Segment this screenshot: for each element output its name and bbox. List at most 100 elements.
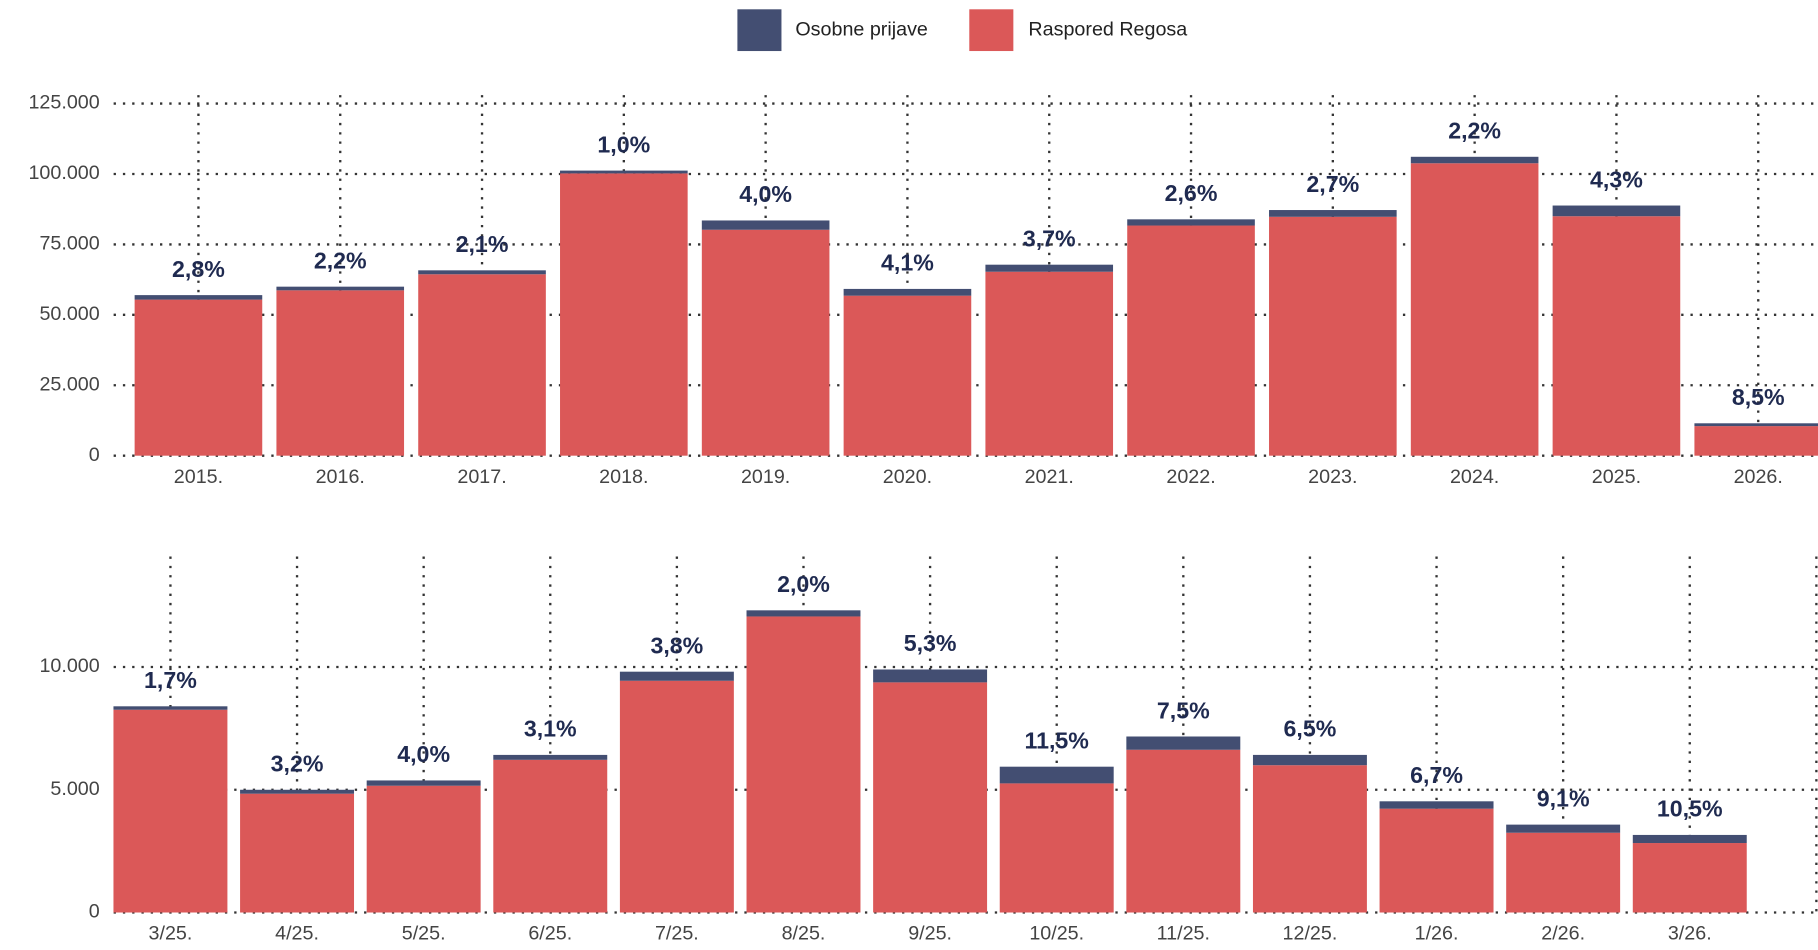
x-tick-label: 12/25. bbox=[1283, 923, 1338, 945]
x-tick-label: 3/26. bbox=[1668, 923, 1712, 945]
y-tick-label: 100.000 bbox=[28, 162, 99, 184]
bar-segment bbox=[1126, 736, 1241, 750]
y-tick-label: 75.000 bbox=[39, 233, 99, 255]
percent-label: 4,1% bbox=[881, 250, 934, 276]
bar-segment bbox=[1127, 219, 1255, 226]
x-tick-label: 11/25. bbox=[1157, 923, 1210, 945]
percent-label: 2,1% bbox=[456, 231, 509, 257]
bar-segment bbox=[366, 785, 481, 913]
bar-segment bbox=[1269, 216, 1397, 456]
percent-label: 9,1% bbox=[1537, 785, 1590, 811]
bar-segment bbox=[873, 669, 988, 683]
y-tick-label: 5.000 bbox=[50, 778, 99, 800]
percent-label: 2,0% bbox=[777, 571, 830, 597]
bar-segment bbox=[240, 793, 355, 913]
y-tick-label: 50.000 bbox=[39, 303, 99, 325]
bar-segment bbox=[701, 220, 830, 230]
bar-segment bbox=[985, 271, 1114, 456]
bar-segment bbox=[418, 270, 546, 275]
x-tick-label: 7/25. bbox=[655, 923, 699, 945]
x-tick-label: 2016. bbox=[316, 466, 365, 488]
y-tick-label: 10.000 bbox=[39, 655, 99, 677]
percent-label: 4,0% bbox=[739, 181, 792, 207]
bar-segment bbox=[1252, 754, 1367, 766]
percent-label: 3,1% bbox=[524, 716, 577, 742]
bar-segment bbox=[276, 286, 405, 291]
bar-segment bbox=[134, 295, 263, 300]
percent-label: 1,0% bbox=[597, 131, 650, 157]
bar-segment bbox=[843, 288, 972, 296]
bar-segment bbox=[619, 680, 734, 913]
percent-label: 6,7% bbox=[1410, 762, 1463, 788]
bar-segment bbox=[560, 173, 688, 456]
percent-label: 8,5% bbox=[1732, 384, 1785, 410]
bar-segment bbox=[1632, 843, 1747, 913]
percent-label: 1,7% bbox=[144, 667, 197, 693]
bar-segment bbox=[999, 766, 1114, 784]
bar-segment bbox=[1552, 205, 1681, 217]
x-tick-label: 2025. bbox=[1592, 466, 1641, 488]
percent-label: 11,5% bbox=[1024, 727, 1088, 753]
bar-segment bbox=[493, 759, 608, 913]
bar-segment bbox=[1127, 225, 1255, 456]
percent-label: 4,0% bbox=[397, 741, 450, 767]
bar-segment bbox=[746, 616, 861, 913]
percent-label: 2,7% bbox=[1306, 171, 1359, 197]
percent-label: 7,5% bbox=[1157, 697, 1210, 723]
x-tick-label: 2026. bbox=[1734, 466, 1783, 488]
percent-label: 10,5% bbox=[1657, 796, 1723, 822]
x-tick-label: 1/26. bbox=[1415, 923, 1459, 945]
bar-segment bbox=[134, 299, 263, 456]
bar-segment bbox=[985, 264, 1114, 272]
x-tick-label: 3/25. bbox=[149, 923, 193, 945]
y-tick-label: 125.000 bbox=[28, 92, 99, 114]
percent-label: 2,2% bbox=[1448, 118, 1501, 144]
bar-segment bbox=[701, 229, 830, 456]
bar-segment bbox=[1694, 426, 1818, 456]
x-tick-label: 6/25. bbox=[528, 923, 572, 945]
bar-segment bbox=[560, 170, 688, 174]
bar-segment bbox=[1379, 801, 1494, 809]
x-tick-label: 2022. bbox=[1166, 466, 1215, 488]
x-tick-label: 2020. bbox=[883, 466, 932, 488]
bar-segment bbox=[843, 295, 972, 456]
bar-segment bbox=[1410, 163, 1539, 456]
x-tick-label: 8/25. bbox=[782, 923, 826, 945]
y-tick-label: 0 bbox=[89, 901, 100, 923]
bar-segment bbox=[1379, 808, 1494, 913]
bar-segment bbox=[1269, 210, 1397, 217]
bar-segment bbox=[873, 682, 988, 913]
bar-segment bbox=[1126, 749, 1241, 913]
bar-segment bbox=[1506, 824, 1621, 833]
legend-swatch bbox=[969, 9, 1014, 52]
x-tick-label: 2024. bbox=[1450, 466, 1499, 488]
bar-segment bbox=[276, 290, 405, 456]
bar-segment bbox=[1410, 156, 1539, 164]
x-tick-label: 2015. bbox=[174, 466, 223, 488]
bar-segment bbox=[366, 780, 481, 786]
bar-segment bbox=[240, 789, 355, 794]
bar-segment bbox=[746, 610, 861, 617]
bar-segment bbox=[1252, 765, 1367, 913]
legend-label: Osobne prijave bbox=[795, 18, 928, 40]
legend-swatch bbox=[737, 9, 782, 52]
percent-label: 2,6% bbox=[1165, 180, 1218, 206]
x-tick-label: 5/25. bbox=[402, 923, 446, 945]
bar-segment bbox=[1694, 423, 1818, 427]
bar-segment bbox=[619, 671, 734, 681]
y-tick-label: 0 bbox=[89, 444, 100, 466]
x-tick-label: 2021. bbox=[1025, 466, 1074, 488]
bar-segment bbox=[113, 706, 228, 710]
percent-label: 6,5% bbox=[1284, 716, 1337, 742]
x-tick-label: 2018. bbox=[599, 466, 648, 488]
percent-label: 3,8% bbox=[650, 632, 703, 658]
bar-segment bbox=[1506, 832, 1621, 913]
x-tick-label: 9/25. bbox=[908, 923, 952, 945]
bar-segment bbox=[1552, 216, 1681, 456]
percent-label: 2,8% bbox=[172, 256, 225, 282]
x-tick-label: 2019. bbox=[741, 466, 790, 488]
legend-label: Raspored Regosa bbox=[1028, 18, 1187, 40]
bar-segment bbox=[113, 709, 228, 913]
bar-segment bbox=[418, 274, 546, 456]
